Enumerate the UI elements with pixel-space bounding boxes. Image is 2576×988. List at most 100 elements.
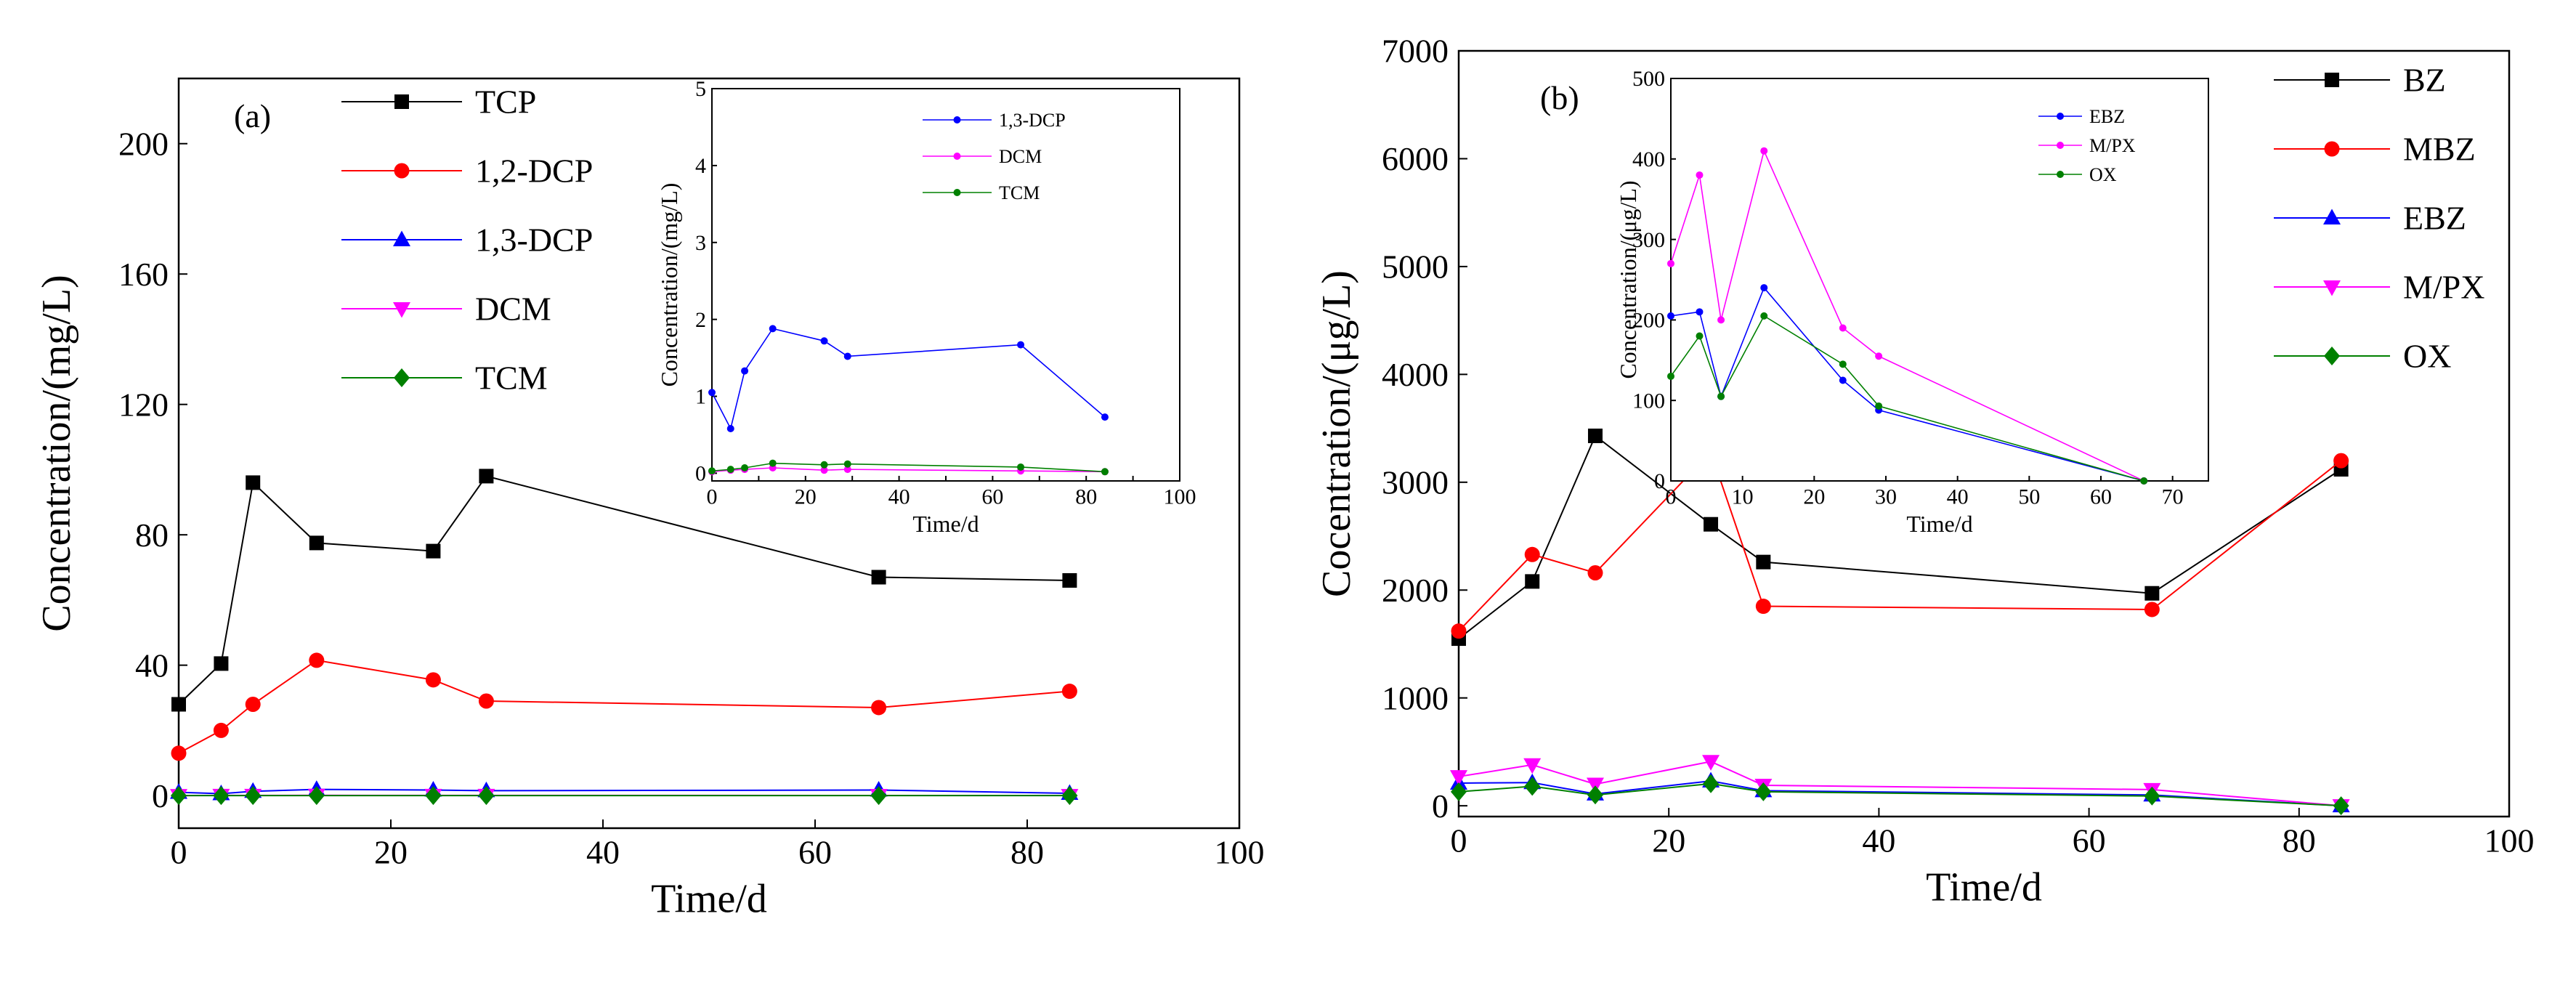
legend-label: DCM	[475, 291, 551, 328]
inset-legend: 1,3-DCP DCM TCM	[923, 110, 1066, 203]
inset-x-tick-label: 0	[707, 485, 718, 509]
legend-item-ox: OX	[2274, 338, 2451, 375]
inset-y-tick-label: 5	[695, 77, 706, 101]
legend-item-ebz: EBZ	[2274, 200, 2466, 237]
data-point-mbz	[2333, 453, 2349, 469]
inset-series-tcm	[708, 459, 1109, 476]
inset-y-tick-label: 0	[695, 462, 706, 486]
inset-legend-marker	[953, 153, 961, 160]
data-point-ox	[1755, 782, 1772, 801]
inset-data-point-1-3-dcp	[741, 367, 749, 375]
inset-data-point-ebz	[1760, 284, 1768, 292]
legend-label: MBZ	[2403, 131, 2476, 168]
inset-plot-frame	[711, 88, 1180, 482]
inset-data-point-m-px	[1839, 324, 1847, 332]
inset-legend-marker	[953, 116, 961, 124]
legend-marker	[394, 94, 409, 109]
legend-label: TCM	[475, 360, 548, 397]
panel-label: (b)	[1540, 79, 1579, 116]
data-point-bz	[1756, 554, 1771, 570]
data-point-tcp	[479, 469, 494, 484]
x-tick-label: 40	[1862, 822, 1895, 859]
legend-marker	[393, 302, 410, 318]
data-point-tcm	[870, 786, 887, 806]
inset-chart: 0 10 20 30 40 50 60 70 0 100 200 300 400 500 Time/d Con…	[1615, 67, 2209, 537]
legend-marker	[2325, 73, 2339, 87]
inset-data-point-m-px	[1760, 147, 1768, 155]
inset-x-axis-label: Time/d	[912, 511, 979, 537]
inset-y-tick-label: 300	[1632, 228, 1665, 252]
inset-legend-label: OX	[2089, 164, 2117, 185]
inset-data-point-ox	[1717, 392, 1725, 400]
inset-data-point-tcm	[843, 460, 851, 468]
series-bz	[1451, 428, 2349, 647]
inset-data-point-1-3-dcp	[1101, 413, 1109, 421]
panel-a: 0 20 40 60 80 10004080120160200Time/dConcentr…	[34, 77, 1265, 921]
y-tick-label: 2000	[1382, 572, 1449, 609]
inset-data-point-tcm	[1017, 463, 1025, 471]
inset-chart: 0 20 40 60 80 100 0 1 2 3 4 5 Time/d Concentration/(m…	[656, 77, 1196, 537]
data-point-ox	[1451, 782, 1467, 801]
plot-frame	[1457, 49, 2511, 818]
data-point-bz	[2144, 586, 2160, 601]
inset-x-tick-label: 20	[795, 485, 817, 509]
panel-label: (a)	[234, 97, 271, 134]
data-point-tcm	[425, 786, 442, 806]
inset-legend-marker	[2057, 113, 2064, 120]
inset-y-tick-label: 100	[1632, 389, 1665, 413]
data-point-ox	[1587, 785, 1603, 805]
inset-data-point-1-3-dcp	[843, 352, 851, 360]
inset-data-point-tcm	[741, 464, 749, 471]
inset-data-point-ox	[1839, 360, 1847, 368]
data-point-tcp	[871, 570, 886, 585]
data-point-1-2-dcp	[171, 745, 187, 761]
data-point-m-px	[1702, 755, 1720, 771]
inset-x-tick-label: 40	[1947, 485, 1969, 509]
y-tick-label: 3000	[1382, 463, 1449, 501]
data-point-tcp	[1062, 572, 1077, 588]
x-tick-label: 80	[2283, 822, 2316, 859]
inset-data-point-1-3-dcp	[769, 325, 777, 333]
legend-label: OX	[2403, 338, 2451, 375]
y-tick-label: 200	[118, 125, 169, 162]
series-line-1-2-dcp	[178, 659, 1070, 754]
x-tick-label: 100	[1215, 833, 1265, 870]
x-tick-label: 0	[171, 833, 187, 870]
x-axis-label: Time/d	[651, 877, 767, 922]
legend-label: 1,3-DCP	[475, 222, 593, 259]
x-tick-label: 20	[374, 833, 408, 870]
data-point-tcm	[478, 786, 495, 806]
inset-data-point-ebz	[1667, 312, 1674, 320]
inset-data-point-ox	[2140, 477, 2148, 485]
data-point-tcm	[308, 786, 325, 806]
inset-x-tick-label: 40	[888, 485, 910, 509]
inset-data-point-tcm	[1101, 468, 1109, 476]
inset-legend-label: EBZ	[2089, 106, 2125, 127]
data-point-1-2-dcp	[425, 672, 441, 688]
legend-item-1-3-dcp: 1,3-DCP	[341, 222, 593, 259]
data-point-1-2-dcp	[245, 696, 261, 712]
legend: TCP 1,2-DCP 1,3-DCP DCM TCM	[341, 84, 593, 397]
y-axis-label: Concentration/(mg/L)	[34, 275, 79, 631]
inset-legend-item-dcm: DCM	[923, 146, 1042, 167]
data-point-tcm	[245, 786, 262, 806]
inset-data-point-tcm	[820, 461, 828, 469]
inset-data-point-m-px	[1717, 316, 1725, 324]
data-point-tcp	[246, 475, 261, 490]
inset-x-tick-label: 80	[1075, 485, 1097, 509]
data-point-mbz	[1451, 623, 1467, 639]
inset-legend-marker	[953, 189, 961, 196]
series-1-3-dcp	[170, 780, 1079, 801]
inset-y-tick-label: 1	[695, 385, 706, 409]
inset-y-tick-label: 500	[1632, 67, 1665, 91]
y-tick-label: 1000	[1382, 679, 1449, 716]
data-point-1-2-dcp	[309, 652, 325, 668]
inset-x-tick-label: 60	[981, 485, 1003, 509]
data-point-mbz	[2144, 602, 2160, 618]
inset-data-point-tcm	[726, 466, 734, 474]
y-tick-label: 40	[135, 647, 169, 684]
x-tick-label: 20	[1652, 822, 1685, 859]
data-point-ox	[2144, 786, 2160, 806]
inset-y-tick-label: 200	[1632, 309, 1665, 333]
inset-data-point-m-px	[1875, 352, 1883, 360]
